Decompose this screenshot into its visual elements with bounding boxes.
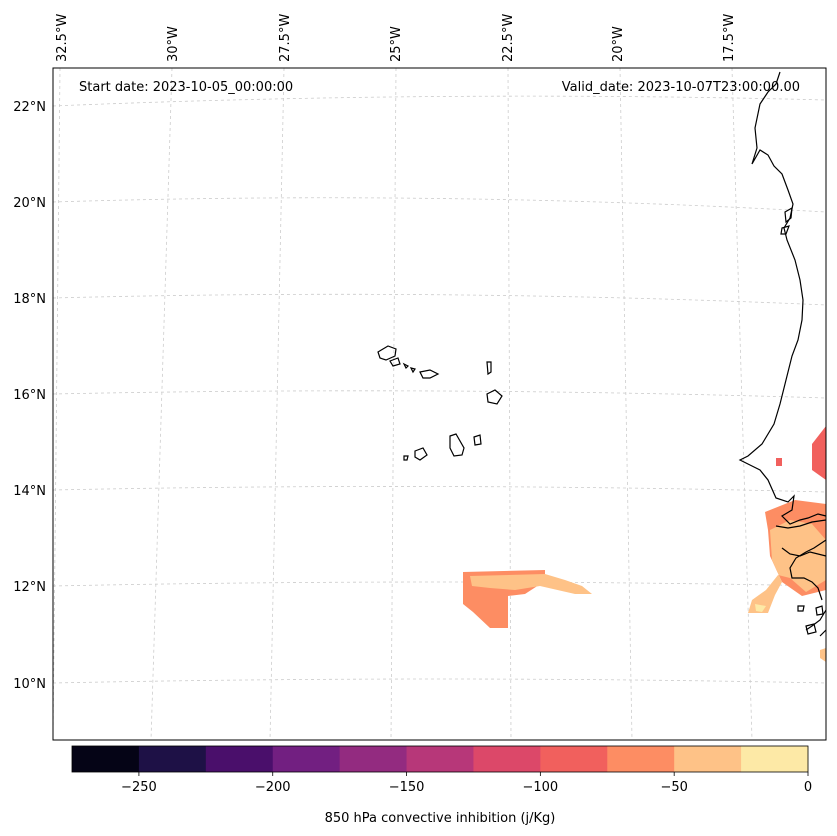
cape-verde-island [473, 434, 482, 446]
colorbar-swatches [72, 746, 809, 772]
island [805, 623, 817, 635]
colorbar-tick-label: −100 [523, 780, 559, 795]
gridline-lon [507, 67, 512, 741]
gridline-lon [390, 67, 397, 741]
cape-verde-island [409, 367, 416, 374]
lat-label: 20°N [13, 196, 46, 211]
colorbar-tick-label: −250 [121, 780, 157, 795]
cape-verde-island [389, 357, 401, 367]
africa-coastline-inner [781, 547, 827, 557]
cape-verde-island [403, 455, 409, 461]
colorbar-swatch [406, 746, 474, 772]
gridline-lat [52, 390, 827, 399]
cape-verde-island [449, 433, 465, 457]
colorbar-tick-label: −50 [660, 780, 687, 795]
lat-label: 16°N [13, 388, 46, 403]
lon-label: 25°W [389, 26, 404, 62]
gridline-lat [52, 678, 827, 684]
cin-patch-low [748, 520, 826, 613]
lon-label: 32.5°W [55, 14, 70, 62]
colorbar-swatch [72, 746, 140, 772]
gridlines [52, 67, 827, 741]
gridline-lat [52, 486, 827, 493]
lon-label: 27.5°W [278, 14, 293, 62]
gridline-lon [150, 67, 173, 741]
lat-label: 10°N [13, 677, 46, 692]
colorbar-title: 850 hPa convective inhibition (j/Kg) [325, 811, 556, 826]
lat-label: 22°N [13, 100, 46, 115]
map-frame [52, 67, 827, 741]
cape-verde-island [486, 389, 503, 405]
cape-verde-island [402, 362, 410, 370]
colorbar-swatch [607, 746, 675, 772]
cin-patch-faint [755, 604, 766, 612]
gridline-lat [52, 197, 827, 213]
colorbar-swatch [339, 746, 408, 772]
colorbar-tick-label: −150 [389, 780, 425, 795]
start-date-label: Start date: 2023-10-05_00:00:00 [79, 80, 293, 95]
colorbar: −250 −200 −150 −100 −50 0 850 hPa convective … [71, 745, 812, 826]
longitude-labels: 32.5°W 30°W 27.5°W 25°W 22.5°W 20°W 17.5… [55, 14, 737, 62]
colorbar-swatch [473, 746, 541, 772]
gridline-lon [52, 67, 61, 741]
gridline-lat [52, 293, 827, 306]
gridline-lat [52, 581, 827, 587]
colorbar-frame [71, 745, 809, 773]
cin-patch-low [470, 574, 592, 594]
africa-coastline [738, 71, 827, 637]
cape-verde-island [377, 345, 397, 361]
lat-label: 12°N [13, 580, 46, 595]
coastlines [377, 71, 827, 637]
cin-patch-strong [776, 458, 782, 466]
colorbar-swatch [741, 746, 809, 772]
colorbar-ticks: −250 −200 −150 −100 −50 0 [121, 772, 812, 795]
island [815, 605, 824, 616]
cape-verde-island [414, 447, 428, 461]
colorbar-tick-label: 0 [804, 780, 812, 795]
island [797, 605, 805, 612]
gridline-lat [52, 95, 827, 107]
island [784, 206, 793, 224]
valid-date-label: Valid_date: 2023-10-07T23:00:00.00 [562, 80, 800, 95]
colorbar-swatch [540, 746, 608, 772]
lat-label: 14°N [13, 484, 46, 499]
lon-label: 17.5°W [722, 14, 737, 62]
cin-patch-low [820, 648, 826, 662]
lon-label: 20°W [611, 26, 626, 62]
latitude-labels: 22°N 20°N 18°N 16°N 14°N 12°N 10°N [13, 100, 46, 692]
cin-patch-strong [812, 426, 826, 480]
colorbar-swatch [272, 746, 341, 772]
colorbar-swatch [138, 746, 207, 772]
cape-verde-island [486, 361, 492, 376]
lat-label: 18°N [13, 292, 46, 307]
lon-label: 22.5°W [501, 14, 516, 62]
lon-label: 30°W [166, 26, 181, 62]
africa-coastline-inner [775, 519, 827, 529]
colorbar-tick-label: −200 [255, 780, 291, 795]
cape-verde-island [419, 369, 440, 379]
island [780, 225, 790, 235]
colorbar-swatch [205, 746, 274, 772]
gridline-lon [731, 67, 753, 741]
gridline-lon [269, 67, 285, 741]
gridline-lon [619, 67, 633, 741]
colorbar-swatch [674, 746, 742, 772]
cin-contours [463, 426, 826, 662]
